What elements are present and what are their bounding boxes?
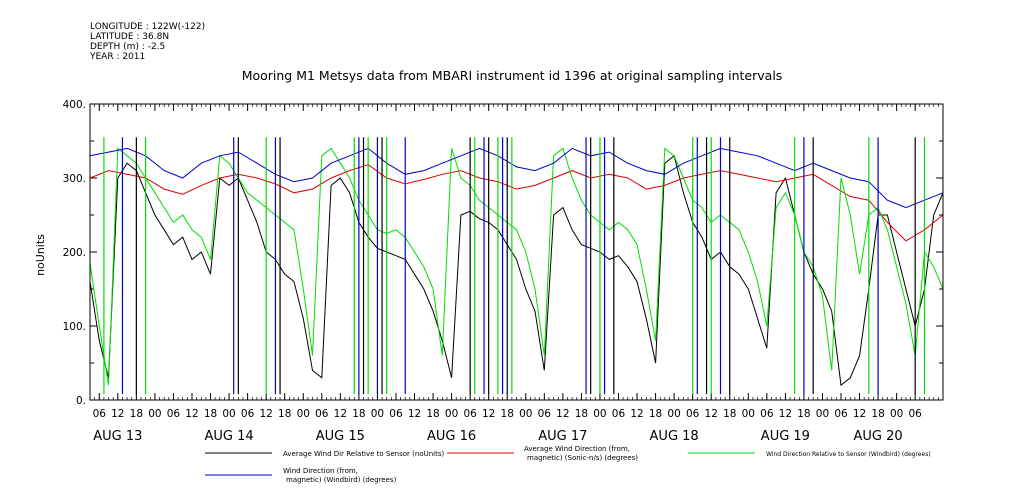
y-tick-label: 0. [76,395,86,407]
y-tick-label: 300. [63,173,86,185]
hour-tick-label: 00 [667,408,680,420]
chart-title: Mooring M1 Metsys data from MBARI instru… [242,68,783,83]
hour-tick-label: 18 [204,408,217,420]
legend-label-blue-line1: Wind Direction (from, [283,467,358,475]
date-tick-label: AUG 16 [427,429,476,444]
legend: Average Wind Dir Relative to Sensor (noU… [205,445,931,484]
date-tick-label: AUG 18 [650,429,699,444]
hour-tick-label: 00 [371,408,384,420]
year-label: YEAR : 2011 [90,52,146,62]
hour-tick-label: 06 [686,408,700,420]
hour-tick-label: 12 [185,408,198,420]
hour-tick-label: 06 [760,408,774,420]
hour-tick-label: 06 [389,408,403,420]
x-tick-labels: 06 12 18 00 06 12 18 00 06 12 18 00 06 12 18 00 06 12 18 00… [93,408,923,444]
y-axis-label: noUnits [34,234,47,276]
series-line-3 [89,147,944,209]
y-tick-label: 400. [63,99,86,111]
date-tick-label: AUG 19 [761,429,810,444]
hour-tick-label: 18 [278,408,291,420]
hour-tick-label: 06 [315,408,329,420]
series-line-1 [89,164,944,242]
hour-tick-label: 12 [556,408,569,420]
hour-tick-label: 06 [908,408,922,420]
hour-tick-label: 18 [871,408,884,420]
hour-tick-label: 00 [297,408,310,420]
hour-tick-label: 12 [779,408,792,420]
hour-tick-label: 00 [816,408,829,420]
date-tick-label: AUG 15 [316,429,365,444]
legend-label-red-line2: magnetic) (Sonic-n/s) (degrees) [527,454,638,462]
hour-tick-label: 18 [352,408,365,420]
hour-tick-label: 06 [93,408,107,420]
hour-tick-label: 18 [723,408,736,420]
hour-tick-label: 06 [167,408,181,420]
longitude-label: LONGITUDE : 122W(-122) [90,22,206,32]
hour-tick-label: 06 [538,408,552,420]
hour-tick-label: 18 [130,408,143,420]
y-tick-label: 200. [63,247,86,259]
hour-tick-label: 12 [705,408,718,420]
series-line-2 [89,147,944,386]
date-tick-label: AUG 13 [93,429,142,444]
hour-tick-label: 12 [408,408,421,420]
hour-tick-label: 00 [222,408,235,420]
hour-tick-label: 00 [593,408,606,420]
hour-tick-label: 06 [463,408,477,420]
hour-tick-label: 06 [241,408,255,420]
hour-tick-label: 06 [612,408,626,420]
hour-tick-label: 18 [426,408,439,420]
hour-tick-label: 00 [519,408,532,420]
y-tick-label: 100. [63,321,86,333]
hour-tick-label: 12 [482,408,495,420]
hour-tick-label: 12 [111,408,124,420]
date-tick-label: AUG 20 [854,429,903,444]
data-series [89,137,944,395]
y-tick-labels: 0. 100. 200. 300. 400. [63,99,86,407]
depth-label: DEPTH (m) : -2.5 [90,42,166,52]
plot-frame [89,103,944,401]
legend-label-red-line1: Average Wind Direction (from, [524,445,630,453]
hour-tick-label: 18 [501,408,514,420]
hour-tick-label: 12 [259,408,272,420]
legend-label-blue-line2: magnetic) (Windbird) (degrees) [286,476,397,484]
hour-tick-label: 18 [797,408,810,420]
hour-tick-label: 00 [148,408,161,420]
latitude-label: LATITUDE : 36.8N [90,32,170,42]
date-tick-label: AUG 17 [538,429,587,444]
hour-tick-label: 00 [890,408,903,420]
hour-tick-label: 00 [445,408,458,420]
hour-tick-label: 18 [575,408,588,420]
hour-tick-label: 18 [649,408,662,420]
hour-tick-label: 12 [853,408,866,420]
hour-tick-label: 06 [834,408,848,420]
tick-marks [89,103,944,401]
date-tick-label: AUG 14 [204,429,253,444]
hour-tick-label: 12 [334,408,347,420]
hour-tick-label: 00 [742,408,755,420]
hour-tick-label: 12 [630,408,643,420]
legend-label-black: Average Wind Dir Relative to Sensor (noU… [283,450,444,458]
legend-label-green: Wind Direction Relative to Sensor (Windb… [766,451,931,458]
series-line-0 [89,154,944,387]
